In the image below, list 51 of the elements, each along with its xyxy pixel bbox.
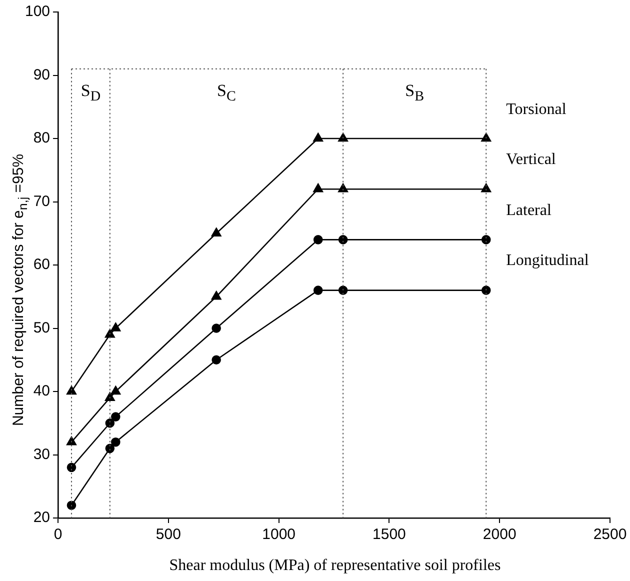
point: [111, 412, 120, 422]
annotation: S$_{B}$: [405, 80, 424, 106]
point: [481, 286, 491, 295]
point: [338, 183, 348, 192]
point: [313, 183, 324, 192]
annotation: S$_{C}$: [217, 80, 236, 106]
point: [105, 418, 115, 428]
point: [338, 132, 348, 142]
point: [313, 235, 323, 244]
point: [104, 328, 115, 338]
y-tick-label: 90: [33, 66, 50, 84]
point: [481, 235, 491, 244]
annotation: S$_{D}$: [80, 80, 101, 106]
y-tick-label: 60: [33, 256, 50, 274]
point: [66, 500, 76, 510]
point: [111, 437, 120, 447]
y-tick-label: 70: [33, 192, 50, 210]
x-tick-label: 1500: [372, 526, 406, 544]
x-tick-label: 2000: [482, 526, 516, 544]
y-tick-label: 40: [33, 382, 50, 400]
point: [104, 392, 115, 401]
point: [110, 322, 121, 332]
y-tick-label: 50: [33, 319, 50, 336]
series-label: Torsional: [506, 100, 566, 118]
series-label: Lateral: [506, 202, 552, 220]
point: [313, 286, 323, 295]
y-tick-label: 100: [24, 3, 50, 20]
y-tick-label: 30: [33, 446, 50, 463]
point: [110, 386, 121, 395]
point: [212, 324, 221, 333]
point: [211, 228, 222, 237]
point: [66, 436, 76, 446]
point: [338, 235, 348, 244]
y-tick-label: 20: [33, 509, 50, 526]
point: [105, 444, 115, 454]
point: [481, 132, 492, 142]
x-axis-title: Shear modulus (MPa) of representative soil profiles: [168, 557, 502, 575]
point: [211, 290, 222, 300]
x-tick-label: 0: [54, 526, 62, 544]
y-tick-label: 80: [33, 130, 50, 147]
point: [338, 286, 348, 295]
point: [212, 355, 221, 365]
series-label: Vertical: [506, 151, 556, 170]
point: [66, 462, 76, 472]
x-tick-label: 1000: [262, 526, 296, 544]
x-tick-label: 2500: [593, 526, 627, 544]
point: [481, 183, 492, 192]
series-label: Longitudinal: [506, 252, 589, 270]
x-tick-label: 500: [156, 526, 181, 544]
point: [66, 386, 76, 395]
point: [313, 132, 324, 142]
